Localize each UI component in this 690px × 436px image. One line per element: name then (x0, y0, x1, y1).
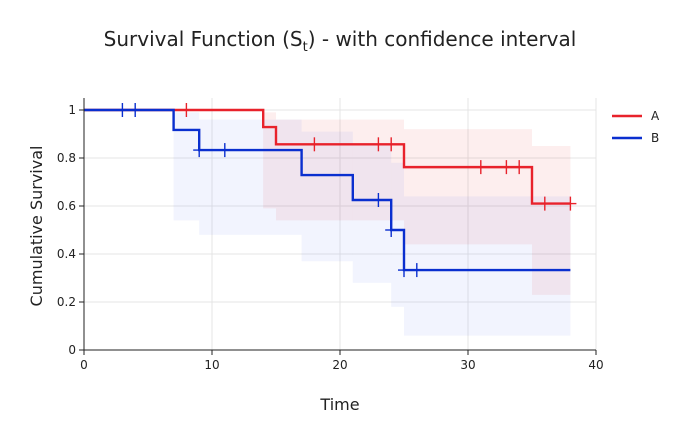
censor-mark-a (180, 103, 193, 117)
confidence-band-b (404, 196, 571, 336)
censor-mark-a (538, 196, 551, 211)
x-tick-label: 10 (204, 358, 219, 372)
censor-mark-b (410, 263, 423, 278)
y-tick-label: 0 (68, 343, 76, 357)
axes (79, 98, 597, 355)
y-tick-label: 0.6 (57, 199, 76, 213)
censor-mark-b (193, 143, 206, 158)
censor-mark-b (129, 103, 142, 117)
survival-line-b (84, 108, 571, 272)
confidence-band-b (391, 162, 404, 307)
confidence-bands (173, 112, 571, 336)
censor-mark-a (513, 160, 526, 175)
censor-mark-a (308, 137, 321, 152)
survival-lines (84, 108, 571, 272)
censor-mark-b (372, 193, 385, 207)
x-tick-label: 0 (80, 358, 88, 372)
confidence-band-a (263, 112, 276, 209)
x-tick-label: 40 (588, 358, 603, 372)
confidence-band-b (352, 143, 392, 283)
censor-mark-b (385, 223, 398, 237)
censor-mark-a (500, 160, 513, 175)
x-axis-label: Time (319, 395, 359, 414)
chart-title-main: Survival Function (S (104, 27, 303, 51)
chart-title-suffix: ) - with confidence interval (308, 27, 577, 51)
censor-marks (116, 103, 577, 278)
legend-label: A (651, 109, 660, 123)
y-axis-label: Cumulative Survival (27, 146, 46, 307)
tick-labels: 0 10 20 30 40 0 0.2 0.4 0.6 0.8 1 (57, 103, 604, 372)
confidence-band-a (404, 129, 532, 245)
censor-mark-a (372, 137, 385, 152)
censor-mark-a (385, 137, 398, 152)
confidence-band-b (199, 119, 302, 235)
x-tick-label: 20 (332, 358, 347, 372)
legend-item-b[interactable]: B (612, 131, 659, 145)
survival-line-a (84, 108, 571, 205)
chart-title-subscript: t (303, 40, 308, 55)
y-tick-label: 0.2 (57, 295, 76, 309)
censor-mark-b (116, 103, 129, 117)
confidence-band-a (276, 119, 404, 221)
y-tick-label: 1 (68, 103, 76, 117)
confidence-band-b (173, 112, 200, 221)
legend[interactable]: AB (612, 109, 660, 145)
censor-mark-b (218, 143, 231, 158)
chart-title: Survival Function (St) - with confidence… (104, 27, 577, 55)
legend-label: B (651, 131, 659, 145)
censor-mark-b (398, 263, 410, 278)
confidence-band-b (301, 131, 353, 262)
y-tick-label: 0.8 (57, 151, 76, 165)
censor-mark-a (474, 160, 487, 175)
legend-item-a[interactable]: A (612, 109, 660, 123)
x-tick-label: 30 (460, 358, 475, 372)
y-tick-label: 0.4 (57, 247, 76, 261)
censor-mark-a (564, 196, 577, 211)
